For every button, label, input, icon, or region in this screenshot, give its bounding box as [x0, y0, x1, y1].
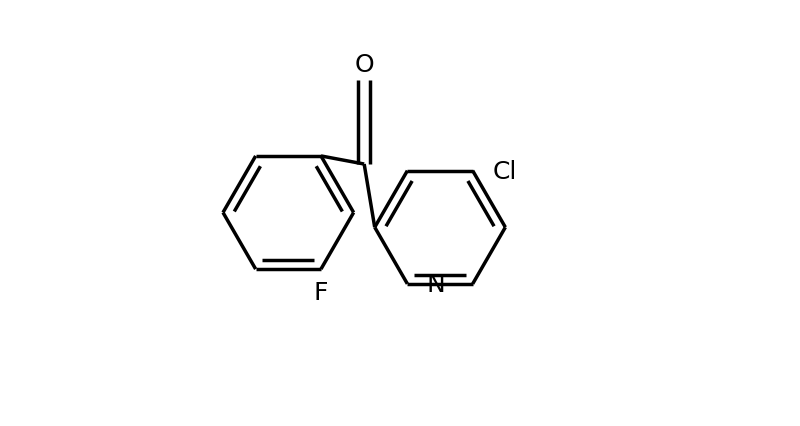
Text: Cl: Cl	[493, 159, 518, 183]
Text: F: F	[314, 281, 328, 305]
Text: N: N	[426, 272, 445, 296]
Text: O: O	[354, 52, 374, 77]
